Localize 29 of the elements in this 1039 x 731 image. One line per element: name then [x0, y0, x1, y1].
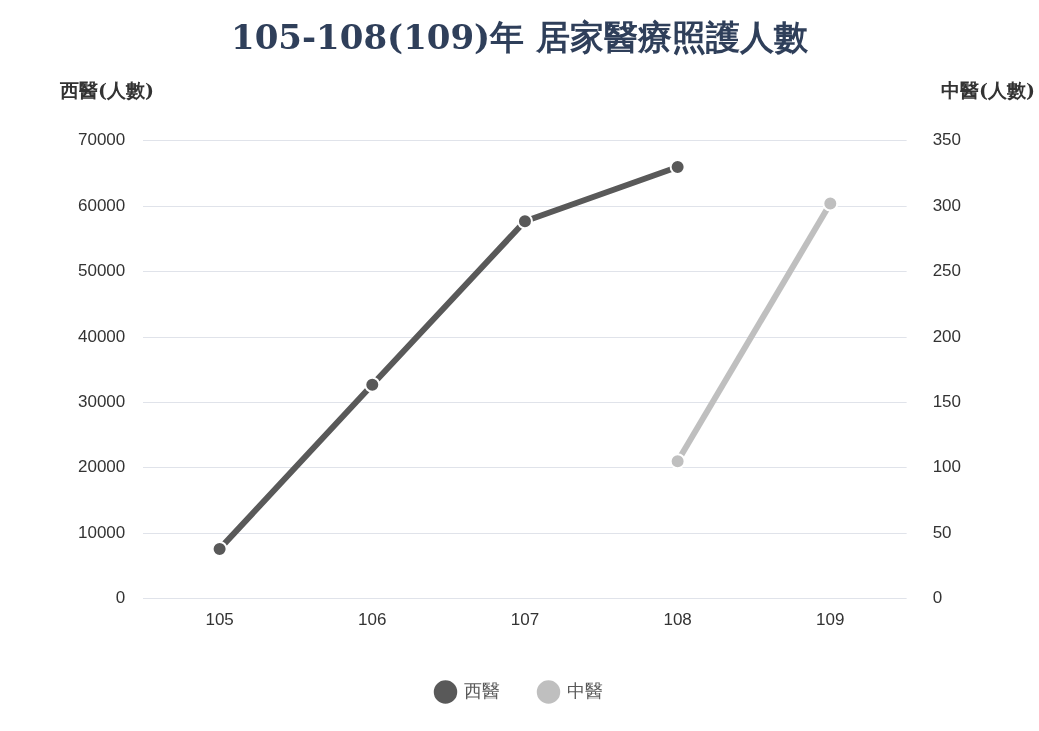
point [211, 540, 228, 557]
y2-tick-label: 350 [932, 130, 962, 150]
y2-tick-label: 200 [932, 326, 962, 346]
y-tick-label: 10000 [77, 522, 126, 542]
legend-label: 中醫 [566, 679, 603, 701]
point [364, 376, 381, 393]
x-tick-label: 109 [816, 610, 845, 630]
y2-tick-label: 250 [932, 261, 962, 281]
y-tick-label: 70000 [77, 130, 126, 150]
y2-axis-title: 中醫(人數) [941, 78, 1035, 103]
y2-tick-label: 150 [932, 392, 962, 412]
y-axis-title: 西醫(人數) [60, 78, 154, 103]
x-tick-label: 106 [358, 610, 387, 630]
x-tick-label: 105 [205, 610, 234, 630]
y2-tick-label: 100 [932, 457, 962, 477]
y-tick-label: 0 [115, 588, 126, 608]
x-tick-label: 108 [663, 610, 692, 630]
y2-tick-label: 0 [932, 588, 943, 608]
y-tick-label: 20000 [77, 457, 126, 477]
y-tick-label: 60000 [77, 195, 126, 215]
y-tick-label: 30000 [77, 392, 126, 412]
y2-tick-label: 300 [932, 195, 962, 215]
chart-title: 105-108(109)年 居家醫療照護人數 [230, 17, 810, 58]
point [516, 213, 533, 230]
y-tick-label: 50000 [77, 261, 126, 281]
y-tick-label: 40000 [77, 326, 126, 346]
x-tick-label: 107 [510, 610, 540, 630]
legend-label: 西醫 [463, 679, 500, 701]
y2-tick-label: 50 [932, 522, 952, 542]
